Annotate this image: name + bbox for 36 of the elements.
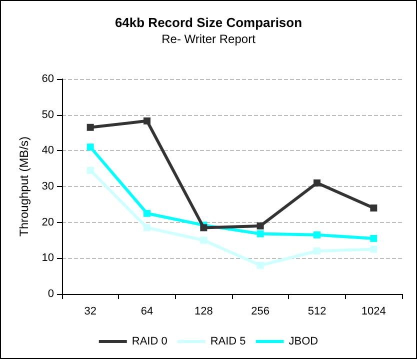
point	[256, 262, 264, 269]
y-tick-label: 0	[48, 288, 54, 300]
point	[200, 224, 208, 232]
point	[256, 230, 264, 238]
x-tick-label: 256	[251, 306, 270, 318]
chart-subtitle: Re- Writer Report	[162, 32, 256, 46]
point	[314, 248, 320, 254]
legend-label: JBOD	[288, 336, 318, 348]
y-tick-label: 60	[42, 73, 54, 85]
point	[86, 166, 94, 174]
point	[144, 117, 150, 124]
y-tick-label: 50	[42, 108, 54, 121]
y-tick-label: 20	[42, 216, 54, 228]
point	[314, 231, 320, 238]
point	[144, 210, 150, 217]
y-tick-label: 40	[42, 144, 54, 157]
x-tick-label: 64	[140, 306, 154, 318]
point	[370, 204, 378, 212]
legend-label: RAID 0	[132, 336, 168, 348]
x-tick-label: 32	[84, 306, 96, 318]
point	[370, 246, 378, 253]
point	[256, 222, 264, 230]
y-tick-label: 10	[42, 252, 54, 264]
point	[200, 236, 208, 244]
x-tick-label: 512	[308, 306, 326, 318]
x-tick-label: 128	[194, 306, 213, 318]
chart-title: 64kb Record Size Comparison	[114, 15, 302, 30]
point	[314, 179, 320, 186]
point	[370, 234, 378, 242]
point	[86, 144, 94, 151]
x-tick-label: 1024	[361, 306, 386, 318]
point	[144, 224, 150, 232]
legend-label: RAID 5	[210, 336, 246, 348]
y-tick-label: 30	[42, 180, 54, 192]
y-axis-title: Throughput (MB/s)	[17, 136, 31, 237]
point	[86, 124, 94, 131]
